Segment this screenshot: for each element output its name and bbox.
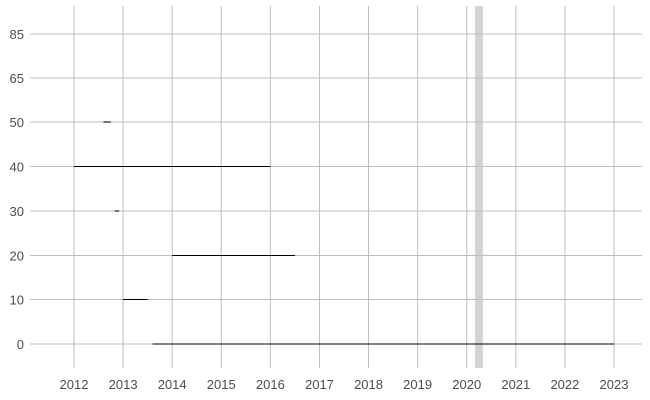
y-tick-label: 65	[10, 71, 24, 86]
x-tick-label: 2023	[600, 377, 629, 392]
y-tick-label: 85	[10, 27, 24, 42]
y-tick-label: 50	[10, 115, 24, 130]
x-tick-label: 2019	[403, 377, 432, 392]
x-tick-label: 2013	[109, 377, 138, 392]
x-tick-label: 2017	[305, 377, 334, 392]
x-tick-label: 2012	[60, 377, 89, 392]
shaded-band	[475, 6, 483, 368]
segment-layer	[74, 121, 614, 345]
y-tick-label: 30	[10, 204, 24, 219]
x-tick-label: 2014	[158, 377, 187, 392]
y-tick-label: 10	[10, 293, 24, 308]
x-tick-label: 2022	[550, 377, 579, 392]
tick-label-layer: 0 10 20 30 40 50 65 85 2012 2013 2014 2015 2016 2017 2…	[10, 27, 629, 392]
x-tick-label: 2021	[501, 377, 530, 392]
y-tick-label: 20	[10, 249, 24, 264]
shaded-band-layer	[475, 6, 483, 368]
x-tick-label: 2020	[452, 377, 481, 392]
x-tick-label: 2015	[207, 377, 236, 392]
y-tick-label: 0	[17, 337, 24, 352]
x-tick-label: 2018	[354, 377, 383, 392]
x-tick-label: 2016	[256, 377, 285, 392]
y-tick-label: 40	[10, 160, 24, 175]
grid-layer	[30, 6, 642, 368]
